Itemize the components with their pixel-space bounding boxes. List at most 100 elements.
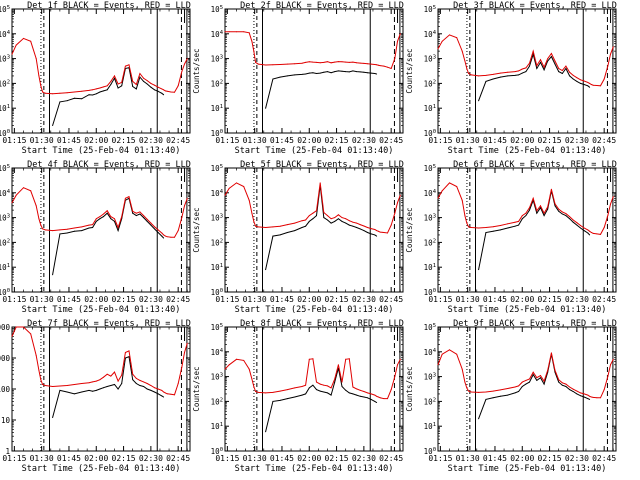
y-tick-label: 104 [424, 30, 437, 39]
events-data-point [341, 220, 343, 222]
lld-data-point [319, 383, 321, 385]
panel-det-9: 100 101 102 103 104 105 01:15 01:30 01:45 02:00 02… [405, 319, 617, 474]
panel-title: Det 4f BLACK = Events, RED = LLD [27, 160, 191, 170]
events-data-point [143, 80, 145, 82]
x-axis-label: Start Time (25-Feb-04 01:13:40) [22, 146, 181, 156]
lld-data-point [42, 91, 44, 93]
lld-data-point [166, 236, 168, 238]
lld-data-point [521, 215, 523, 217]
lld-data-point [589, 82, 591, 84]
y-tick-label: 101 [211, 263, 223, 272]
lld-data-point [181, 217, 183, 219]
lld-data-point [59, 229, 61, 231]
events-data-point [507, 75, 509, 77]
events-data-point [73, 97, 75, 99]
events-data-point [376, 235, 378, 237]
y-tick-label: 104 [424, 189, 437, 198]
lld-data-point [356, 388, 358, 390]
events-data-point [485, 80, 487, 82]
lld-data-point [600, 397, 601, 399]
lld-data-point [286, 224, 288, 226]
events-data-point [161, 92, 163, 94]
lld-data-point [128, 64, 130, 66]
lld-data-point [52, 230, 54, 232]
lld-data-point [363, 62, 365, 64]
x-tick-label: 01:45 [57, 295, 81, 304]
lld-data-point [612, 46, 614, 48]
lld-data-point [558, 208, 560, 210]
x-tick-label: 02:45 [379, 454, 403, 463]
lld-data-point [327, 385, 328, 387]
lld-data-point [23, 187, 24, 189]
lld-data-point [110, 80, 112, 82]
plot-frame [224, 167, 404, 293]
plot-frame [437, 167, 617, 293]
x-tick-label: 02:00 [510, 295, 534, 304]
x-tick-label: 01:15 [2, 136, 26, 145]
lld-data-point [359, 224, 361, 226]
lld-data-point [607, 215, 609, 217]
x-tick-label: 01:30 [243, 295, 267, 304]
lld-data-point [529, 378, 530, 380]
events-data-point [499, 229, 501, 231]
events-data-point [114, 220, 115, 222]
lld-data-point [390, 68, 392, 69]
events-data-point [363, 230, 365, 232]
lld-data-point [456, 37, 458, 39]
panel-title: Det 8f BLACK = Events, RED = LLD [240, 319, 404, 329]
lld-data-point [565, 213, 567, 215]
events-data-point [356, 71, 358, 73]
events-data-point [589, 398, 591, 400]
lld-data-point [478, 227, 480, 229]
lld-data-point [359, 62, 361, 64]
lld-data-point [81, 226, 83, 228]
events-data-point [294, 74, 296, 76]
y-tick-label: 100 [0, 385, 10, 394]
y-tick-label: 101 [211, 104, 223, 113]
events-data-point [99, 218, 101, 220]
lld-data-point [117, 83, 119, 85]
lld-series-line [225, 31, 401, 70]
lld-data-point [88, 89, 90, 91]
lld-data-point [139, 73, 141, 74]
y-tick-label: 102 [211, 238, 223, 247]
events-data-point [157, 232, 159, 233]
lld-data-point [370, 63, 372, 65]
lld-data-point [387, 398, 388, 400]
lld-data-point [352, 221, 354, 223]
x-tick-label: 02:45 [166, 136, 190, 145]
x-tick-label: 02:45 [379, 136, 403, 145]
x-tick-label: 01:45 [483, 136, 507, 145]
lld-data-point [507, 223, 509, 225]
lld-data-point [117, 380, 119, 382]
x-axis-label: Start Time (25-Feb-04 01:13:40) [235, 464, 394, 474]
lld-data-point [95, 218, 97, 220]
x-tick-label: 02:00 [510, 136, 534, 145]
y-tick-label: 100 [424, 447, 436, 456]
events-data-point [337, 218, 339, 220]
lld-data-point [592, 232, 594, 234]
lld-data-point [23, 37, 24, 39]
events-data-point [92, 227, 94, 228]
lld-data-point [146, 383, 148, 384]
events-data-point [565, 386, 567, 387]
events-data-point [110, 385, 112, 386]
lld-data-point [492, 390, 494, 392]
x-tick-label: 02:15 [112, 295, 136, 304]
plot-frame [224, 8, 404, 134]
x-tick-label: 02:00 [84, 136, 108, 145]
lld-data-point [603, 78, 605, 80]
lld-data-point [437, 48, 439, 50]
events-data-point [529, 65, 530, 67]
lld-data-point [146, 218, 148, 220]
events-data-point [286, 398, 288, 400]
lld-data-point [394, 212, 396, 214]
events-data-point [316, 389, 317, 391]
events-data-point [587, 85, 589, 87]
lld-data-point [470, 227, 472, 228]
events-data-point [337, 70, 339, 72]
lld-data-point [110, 375, 112, 377]
lld-data-point [583, 80, 585, 82]
lld-data-point [139, 211, 141, 213]
events-data-point [327, 219, 328, 221]
